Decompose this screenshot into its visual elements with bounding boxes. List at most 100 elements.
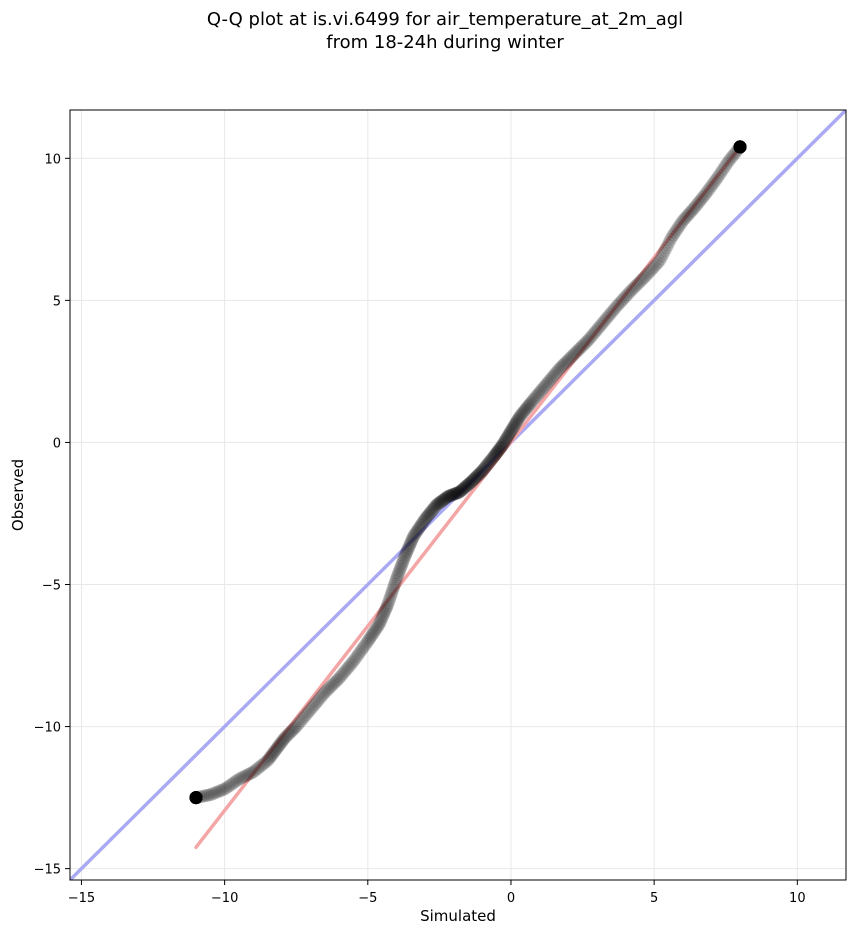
- data-point: [223, 779, 237, 793]
- data-point: [241, 767, 255, 781]
- data-point: [592, 321, 606, 335]
- data-point: [190, 790, 204, 804]
- data-point: [418, 512, 432, 526]
- data-point: [369, 623, 383, 637]
- data-point: [189, 791, 203, 805]
- data-point: [396, 553, 410, 567]
- data-point: [560, 354, 574, 368]
- grid-lines: [70, 110, 846, 880]
- data-point: [733, 140, 747, 154]
- data-point: [219, 781, 233, 795]
- data-point: [260, 754, 274, 768]
- data-point: [702, 183, 716, 197]
- data-point: [441, 489, 455, 503]
- data-point: [733, 140, 747, 154]
- data-point: [456, 482, 470, 496]
- data-point: [733, 140, 747, 154]
- data-point: [189, 791, 203, 805]
- chart-title-line-2: from 18-24h during winter: [326, 32, 564, 53]
- data-point: [400, 544, 414, 558]
- data-point: [728, 146, 742, 160]
- data-point: [189, 791, 203, 805]
- x-axis-label: Simulated: [420, 907, 496, 925]
- data-point: [344, 657, 358, 671]
- data-point: [693, 194, 707, 208]
- data-point: [554, 360, 568, 374]
- data-point: [467, 472, 481, 486]
- data-point: [516, 406, 530, 420]
- data-point: [262, 751, 276, 765]
- data-point: [529, 389, 543, 403]
- data-point: [447, 487, 461, 501]
- data-point: [708, 175, 722, 189]
- data-point: [437, 492, 451, 506]
- data-point: [484, 454, 498, 468]
- data-point: [500, 431, 514, 445]
- data-point: [668, 226, 682, 240]
- data-point: [457, 481, 471, 495]
- data-point: [611, 298, 625, 312]
- data-point: [254, 759, 268, 773]
- data-point: [505, 422, 519, 436]
- data-point: [733, 140, 747, 154]
- data-point: [371, 619, 385, 633]
- data-point: [514, 409, 528, 423]
- data-point: [307, 698, 321, 712]
- data-point: [189, 791, 203, 805]
- data-point: [499, 432, 513, 446]
- data-point: [637, 271, 651, 285]
- data-point: [207, 786, 221, 800]
- data-point: [347, 654, 361, 668]
- data-point: [189, 791, 203, 805]
- plot-frame: [69, 109, 847, 881]
- data-point: [520, 401, 534, 415]
- data-point: [372, 618, 386, 632]
- data-point: [366, 626, 380, 640]
- data-point: [392, 566, 406, 580]
- data-point: [635, 273, 649, 287]
- data-point: [415, 517, 429, 531]
- data-point: [395, 557, 409, 571]
- data-point: [189, 791, 203, 805]
- x-tick-label: −5: [358, 891, 377, 906]
- data-point: [511, 412, 525, 426]
- y-axis-label: Observed: [9, 459, 27, 531]
- data-point: [225, 777, 239, 791]
- data-point: [322, 681, 336, 695]
- data-point: [363, 631, 377, 645]
- data-point: [339, 663, 353, 677]
- data-point: [582, 332, 596, 346]
- data-point: [508, 417, 522, 431]
- data-point: [502, 427, 516, 441]
- data-point: [501, 428, 515, 442]
- data-point: [699, 187, 713, 201]
- data-point: [403, 537, 417, 551]
- data-point: [492, 442, 506, 456]
- data-point: [484, 453, 498, 467]
- data-point: [375, 612, 389, 626]
- data-point: [557, 357, 571, 371]
- data-point: [226, 776, 240, 790]
- data-point: [688, 200, 702, 214]
- data-point: [665, 230, 679, 244]
- data-point: [709, 172, 723, 186]
- data-point: [273, 737, 287, 751]
- data-point: [722, 154, 736, 168]
- data-point: [448, 487, 462, 501]
- data-point: [335, 668, 349, 682]
- data-point: [480, 458, 494, 472]
- data-point: [428, 500, 442, 514]
- data-point: [258, 756, 272, 770]
- data-point: [445, 488, 459, 502]
- data-point: [587, 326, 601, 340]
- data-point: [189, 791, 203, 805]
- data-point: [486, 450, 500, 464]
- data-point: [373, 616, 387, 630]
- data-point: [301, 706, 315, 720]
- data-point: [474, 465, 488, 479]
- data-point: [717, 161, 731, 175]
- data-point: [360, 635, 374, 649]
- data-point: [466, 473, 480, 487]
- data-point: [298, 710, 312, 724]
- data-point: [459, 479, 473, 493]
